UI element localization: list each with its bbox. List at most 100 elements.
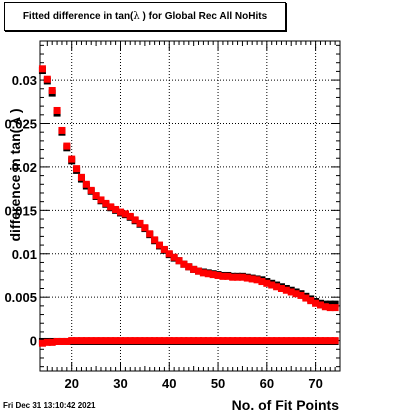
data-point-series-2 (302, 294, 310, 302)
data-point-series-2 (253, 276, 261, 284)
data-point-series-2 (73, 165, 81, 173)
data-point-series-4 (307, 337, 315, 345)
data-point-series-2 (273, 283, 281, 291)
y-tick-label: 0.015 (4, 203, 37, 218)
footer-timestamp: Fri Dec 31 13:10:42 2021 (3, 401, 96, 410)
data-point-series-2 (248, 275, 256, 283)
data-point-series-4 (77, 337, 85, 345)
data-point-series-4 (141, 337, 149, 345)
data-point-series-4 (116, 337, 124, 345)
data-point-series-4 (321, 337, 329, 345)
data-point-series-2 (180, 260, 188, 268)
data-point-series-4 (180, 337, 188, 345)
y-tick-label: 0 (30, 334, 37, 349)
data-point-series-2 (258, 278, 266, 286)
data-point-series-4 (97, 337, 105, 345)
x-axis-label: No. of Fit Points (232, 397, 340, 413)
x-tick-label: 20 (64, 376, 78, 391)
data-points (38, 65, 339, 347)
x-tick-label: 30 (113, 376, 127, 391)
data-point-series-2 (112, 205, 120, 213)
data-point-series-4 (68, 337, 76, 345)
data-point-series-2 (48, 87, 56, 94)
data-point-series-2 (102, 199, 110, 207)
data-point-series-2 (136, 219, 144, 227)
data-point-series-4 (199, 337, 207, 345)
data-point-series-4 (209, 337, 217, 345)
data-point-series-2 (87, 186, 95, 194)
data-point-series-4 (277, 337, 285, 345)
data-point-series-4 (297, 337, 305, 345)
chart-title-prefix: Fitted difference in tan( (22, 11, 134, 22)
data-point-series-4 (268, 337, 276, 345)
y-tick-label: 0.01 (12, 247, 37, 262)
data-point-series-2 (321, 303, 329, 311)
data-point-series-2 (82, 180, 90, 188)
data-point-series-4 (160, 337, 168, 345)
data-point-series-2 (190, 265, 198, 273)
x-tick-label: 60 (260, 376, 274, 391)
data-point-series-4 (292, 337, 300, 345)
data-point-series-2 (312, 299, 320, 307)
data-point-series-2 (116, 208, 124, 216)
data-point-series-2 (316, 301, 324, 309)
tick-labels: 20 30 40 50 60 70 0 0.005 0.01 0.015 0.02 0.025 0.03 (4, 73, 322, 391)
x-tick-label: 40 (162, 376, 176, 391)
data-point-series-4 (273, 337, 281, 345)
data-point-series-2 (204, 270, 212, 278)
data-point-series-2 (38, 65, 46, 73)
x-tick-label: 70 (308, 376, 322, 391)
data-point-series-2 (63, 142, 71, 150)
data-point-series-4 (156, 337, 164, 345)
data-point-series-4 (175, 337, 183, 345)
data-point-series-2 (131, 216, 139, 224)
y-tick-label: 0.025 (4, 117, 37, 132)
data-point-series-4 (165, 337, 173, 345)
data-point-series-2 (229, 273, 237, 281)
chart-title-suffix: ) for Global Rec All NoHits (139, 11, 268, 22)
data-point-series-4 (204, 337, 212, 345)
data-point-series-4 (185, 337, 193, 345)
data-point-series-4 (229, 337, 237, 345)
data-point-series-4 (190, 337, 198, 345)
data-point-series-2 (292, 290, 300, 298)
data-point-series-2 (297, 291, 305, 299)
data-point-series-2 (243, 274, 251, 282)
y-tick-label: 0.005 (4, 290, 37, 305)
data-point-series-4 (263, 337, 271, 345)
data-point-series-2 (53, 106, 61, 114)
data-point-series-2 (224, 272, 232, 280)
data-point-series-2 (107, 203, 115, 211)
data-point-series-2 (282, 286, 290, 294)
data-point-series-2 (121, 210, 129, 218)
data-point-series-4 (112, 337, 120, 345)
data-point-series-2 (160, 245, 168, 253)
data-point-series-4 (253, 337, 261, 345)
data-point-series-2 (43, 75, 51, 83)
chart-title-lambda: λ (133, 11, 140, 22)
data-point-series-4 (234, 337, 242, 345)
data-point-series-4 (38, 339, 46, 347)
data-point-series-4 (43, 338, 51, 346)
data-point-series-2 (170, 253, 178, 261)
data-point-series-4 (107, 337, 115, 345)
data-point-series-4 (131, 337, 139, 345)
data-point-series-4 (312, 337, 320, 345)
data-point-series-4 (53, 337, 61, 345)
data-point-series-2 (307, 297, 315, 305)
data-point-series-2 (331, 304, 339, 312)
data-point-series-4 (58, 337, 66, 345)
data-point-series-2 (185, 263, 193, 271)
data-point-series-2 (146, 230, 154, 238)
data-point-series-2 (238, 273, 246, 281)
chart-title: Fitted difference in tan(λ ) for Global … (4, 2, 286, 31)
data-point-series-2 (126, 212, 134, 220)
x-tick-label: 50 (211, 376, 225, 391)
data-point-series-4 (63, 337, 71, 345)
data-point-series-4 (219, 337, 227, 345)
data-point-series-2 (97, 196, 105, 204)
data-point-series-2 (326, 304, 334, 312)
data-point-series-4 (238, 337, 246, 345)
data-point-series-2 (209, 271, 217, 279)
